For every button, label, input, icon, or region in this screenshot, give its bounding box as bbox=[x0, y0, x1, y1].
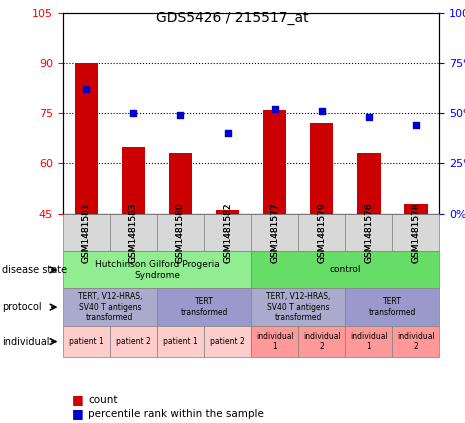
Text: patient 2: patient 2 bbox=[210, 337, 245, 346]
Text: individual
1: individual 1 bbox=[350, 332, 388, 351]
Text: GSM1481582: GSM1481582 bbox=[223, 202, 232, 263]
Bar bbox=[74, 63, 98, 214]
Text: patient 2: patient 2 bbox=[116, 337, 151, 346]
Text: disease state: disease state bbox=[2, 265, 67, 275]
Bar bbox=[122, 147, 145, 214]
Text: count: count bbox=[88, 395, 118, 405]
Text: individual: individual bbox=[2, 337, 50, 346]
Text: individual
2: individual 2 bbox=[303, 332, 340, 351]
Bar bbox=[404, 203, 428, 214]
Point bbox=[83, 86, 90, 93]
Text: patient 1: patient 1 bbox=[69, 337, 104, 346]
Text: ■: ■ bbox=[72, 407, 84, 420]
Point bbox=[271, 106, 279, 113]
Point bbox=[177, 112, 184, 118]
Text: protocol: protocol bbox=[2, 302, 42, 312]
Text: control: control bbox=[330, 265, 361, 275]
Bar bbox=[310, 123, 333, 214]
Text: individual
1: individual 1 bbox=[256, 332, 293, 351]
Bar bbox=[357, 154, 380, 214]
Text: ■: ■ bbox=[72, 393, 84, 406]
Text: TERT
transformed: TERT transformed bbox=[369, 297, 416, 317]
Text: GSM1481580: GSM1481580 bbox=[176, 202, 185, 263]
Point bbox=[365, 114, 372, 121]
Text: GSM1481579: GSM1481579 bbox=[317, 202, 326, 263]
Bar bbox=[169, 154, 192, 214]
Bar bbox=[216, 210, 239, 214]
Text: individual
2: individual 2 bbox=[397, 332, 435, 351]
Text: GDS5426 / 215517_at: GDS5426 / 215517_at bbox=[156, 11, 309, 25]
Text: GSM1481583: GSM1481583 bbox=[129, 202, 138, 263]
Point bbox=[224, 130, 231, 137]
Text: GSM1481576: GSM1481576 bbox=[364, 202, 373, 263]
Text: GSM1481576: GSM1481576 bbox=[364, 202, 373, 263]
Text: TERT, V12-HRAS,
SV40 T antigens
transformed: TERT, V12-HRAS, SV40 T antigens transfor… bbox=[266, 292, 330, 322]
Text: GSM1481581: GSM1481581 bbox=[82, 202, 91, 263]
Text: GSM1481577: GSM1481577 bbox=[270, 202, 279, 263]
Text: percentile rank within the sample: percentile rank within the sample bbox=[88, 409, 264, 419]
Point bbox=[412, 122, 419, 129]
Text: GSM1481578: GSM1481578 bbox=[412, 202, 420, 263]
Bar bbox=[263, 110, 286, 214]
Text: GSM1481582: GSM1481582 bbox=[223, 202, 232, 263]
Point bbox=[130, 110, 137, 117]
Text: Hutchinson Gilford Progeria
Syndrome: Hutchinson Gilford Progeria Syndrome bbox=[94, 260, 219, 280]
Text: TERT
transformed: TERT transformed bbox=[180, 297, 228, 317]
Text: patient 1: patient 1 bbox=[163, 337, 198, 346]
Text: GSM1481583: GSM1481583 bbox=[129, 202, 138, 263]
Point bbox=[318, 108, 325, 115]
Text: GSM1481579: GSM1481579 bbox=[317, 202, 326, 263]
Text: GSM1481578: GSM1481578 bbox=[412, 202, 420, 263]
Text: GSM1481581: GSM1481581 bbox=[82, 202, 91, 263]
Text: GSM1481580: GSM1481580 bbox=[176, 202, 185, 263]
Text: TERT, V12-HRAS,
SV40 T antigens
transformed: TERT, V12-HRAS, SV40 T antigens transfor… bbox=[78, 292, 142, 322]
Text: GSM1481577: GSM1481577 bbox=[270, 202, 279, 263]
